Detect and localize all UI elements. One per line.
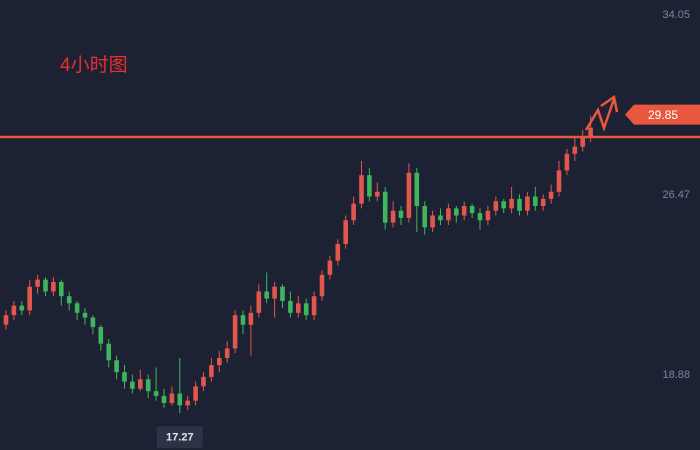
candle-body — [485, 210, 491, 221]
candle-body — [430, 215, 435, 228]
candle-body — [335, 243, 341, 261]
candle-body — [517, 198, 522, 211]
candle-body — [201, 376, 206, 387]
candle-body — [588, 127, 593, 138]
candle-body — [59, 281, 64, 297]
candle-body — [454, 208, 459, 216]
price-tag-label: 29.85 — [648, 108, 678, 122]
candle-body — [303, 303, 309, 316]
candle-body — [90, 317, 96, 328]
arrow-head — [600, 94, 619, 113]
candle-body — [256, 291, 262, 313]
candle-body — [343, 220, 348, 244]
candle-body — [43, 279, 48, 292]
candle-body — [288, 300, 293, 313]
candle-body — [74, 303, 80, 313]
candle-body — [509, 198, 514, 209]
candle-body — [327, 260, 333, 275]
low-label: 17.27 — [166, 432, 194, 444]
candle-body — [217, 357, 222, 366]
candle-body — [390, 210, 396, 223]
candle-body — [280, 286, 285, 301]
candle-body — [82, 312, 88, 318]
candle-body — [185, 400, 190, 406]
candle-body — [296, 303, 301, 313]
candle-body — [311, 296, 317, 316]
plot — [3, 115, 593, 414]
candle-body — [564, 153, 570, 171]
candle-body — [98, 327, 104, 344]
candle-body — [540, 198, 546, 207]
candle-body — [145, 379, 151, 392]
candle-body — [240, 315, 246, 325]
candle-body — [382, 191, 388, 223]
candle-body — [359, 175, 364, 204]
candle-body — [232, 315, 238, 349]
candle-body — [319, 274, 325, 297]
candle-body — [106, 343, 111, 361]
candle-body — [177, 393, 183, 406]
candle-body — [122, 372, 127, 382]
candle-body — [193, 386, 198, 401]
candle-body — [477, 213, 483, 221]
price-tag — [625, 104, 700, 125]
candle-body — [169, 393, 175, 404]
candle-body — [153, 391, 159, 396]
arrow-path — [584, 98, 616, 132]
candle-body — [556, 170, 562, 192]
candle-body — [224, 348, 230, 358]
candle-body — [264, 291, 269, 299]
candle-body — [422, 206, 427, 228]
candle-body — [161, 395, 167, 404]
candle-body — [375, 191, 380, 197]
candle-body — [446, 208, 451, 221]
candle-body — [414, 172, 420, 207]
y-tick-label: 18.88 — [662, 369, 690, 381]
candle-body — [66, 296, 72, 304]
candle-body — [130, 381, 135, 389]
candle-body — [51, 281, 56, 292]
candle-body — [19, 305, 25, 311]
candle-body — [580, 137, 585, 147]
candle-body — [138, 379, 143, 389]
candle-body — [35, 279, 40, 287]
candle-body — [272, 286, 277, 299]
candle-body — [367, 175, 372, 197]
candle-body — [493, 201, 499, 211]
candle-body — [406, 172, 412, 218]
candle-body — [469, 206, 475, 214]
candle-body — [114, 360, 119, 373]
candle-body — [572, 146, 578, 154]
candle-body — [248, 312, 254, 325]
candle-body — [209, 365, 214, 377]
candle-body — [525, 196, 530, 211]
candle-body — [533, 196, 538, 207]
y-tick-label: 26.47 — [662, 189, 690, 201]
low-label-box — [156, 426, 203, 449]
candle-body — [3, 315, 9, 325]
chart-title: 4小时图 — [60, 54, 128, 76]
candle-body — [461, 206, 467, 216]
candle-body — [398, 210, 404, 218]
candle-body — [27, 286, 32, 311]
candle-body — [501, 201, 506, 209]
candle-body — [11, 305, 17, 316]
candle-body — [548, 191, 554, 199]
candle-body — [351, 203, 356, 221]
y-tick-label: 34.05 — [662, 9, 690, 21]
candle-body — [438, 215, 443, 221]
